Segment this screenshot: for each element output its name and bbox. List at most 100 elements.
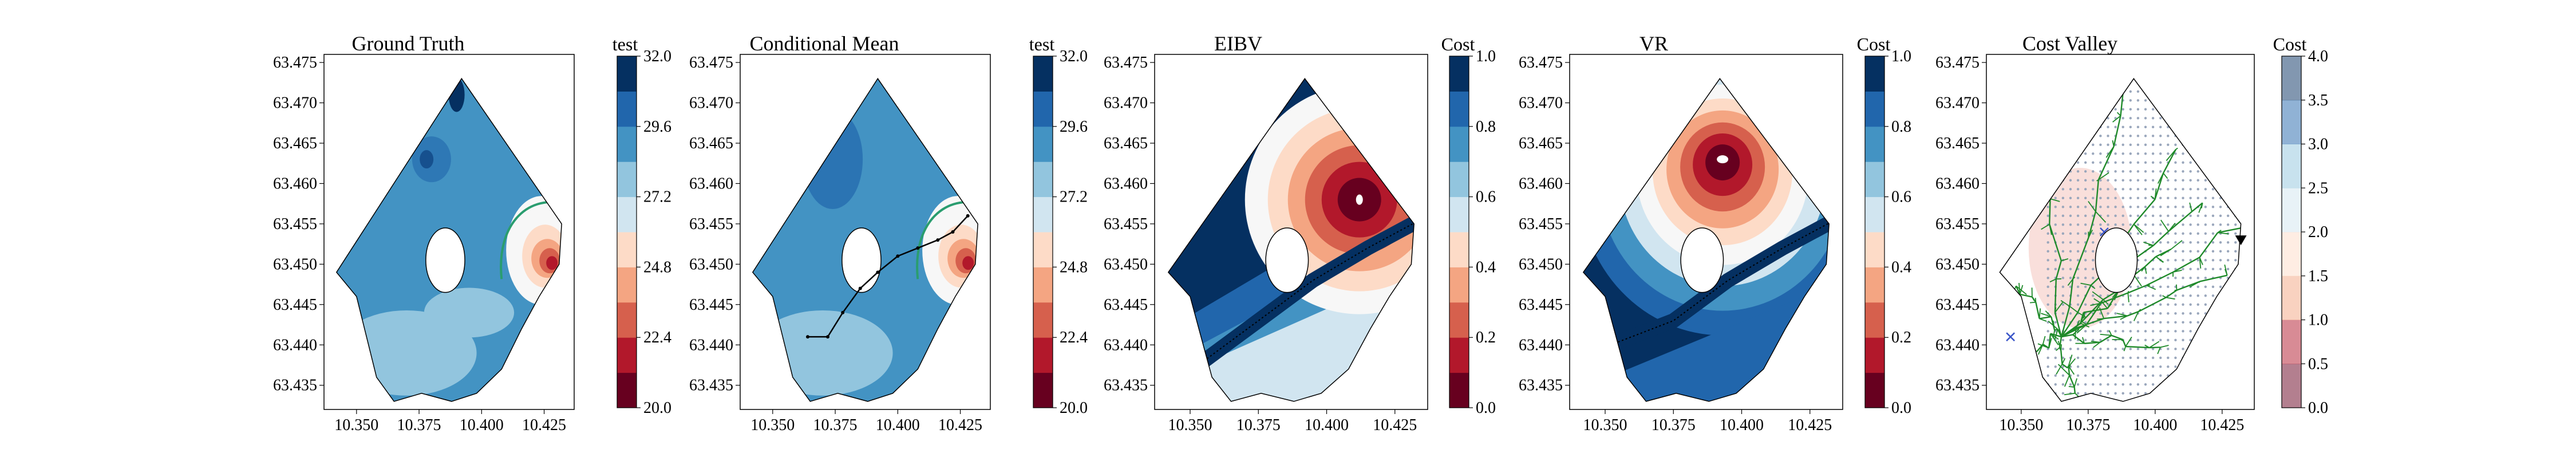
grid-point [2189, 383, 2191, 385]
grid-point [2227, 179, 2229, 182]
grid-point [2129, 304, 2132, 306]
colorbar-tick-label: 1.0 [2308, 312, 2328, 329]
grid-point [2084, 215, 2087, 217]
grid-point [2144, 144, 2147, 146]
y-tick-label: 63.440 [273, 336, 317, 354]
grid-point [2234, 233, 2237, 235]
grid-point [2046, 188, 2049, 190]
grid-point [2055, 135, 2057, 137]
grid-point [2084, 117, 2087, 119]
grid-point [2069, 126, 2072, 128]
grid-point [2197, 215, 2199, 217]
grid-point [2182, 375, 2184, 377]
grid-point [2077, 294, 2079, 297]
grid-point [2189, 99, 2191, 101]
grid-point [2107, 348, 2109, 350]
grid-point [2189, 294, 2191, 297]
grid-point [2144, 223, 2147, 226]
grid-point [2062, 339, 2064, 341]
grid-point [2077, 126, 2079, 128]
tree-edge [2046, 191, 2050, 199]
grid-point [2212, 259, 2214, 261]
grid-point [2129, 215, 2132, 217]
grid-point [2174, 365, 2176, 368]
colorbar-segment [1033, 91, 1053, 127]
grid-point [2182, 99, 2184, 101]
grid-point [2174, 312, 2176, 314]
grid-point [2077, 161, 2079, 164]
grid-point [2046, 161, 2049, 164]
grid-point [2062, 90, 2064, 93]
grid-point [2182, 365, 2184, 368]
colorbar-tick-label: 27.2 [1060, 188, 1088, 206]
tree-edge [2022, 349, 2023, 359]
grid-point [2099, 108, 2101, 111]
grid-point [2144, 277, 2147, 279]
grid-point [2204, 277, 2207, 279]
field-layer [1155, 54, 1474, 409]
grid-point [2137, 179, 2139, 182]
grid-point [2077, 357, 2079, 359]
grid-point [2046, 339, 2049, 341]
grid-point [2197, 135, 2199, 137]
colorbar-tick-label: 0.8 [1891, 118, 1911, 136]
grid-point [2144, 126, 2147, 128]
grid-point [2062, 392, 2064, 395]
colorbar-segment [1449, 337, 1469, 373]
grid-point [2069, 117, 2072, 119]
grid-point [2212, 197, 2214, 199]
grid-point [2046, 90, 2049, 93]
grid-point [2212, 383, 2214, 385]
grid-point [2204, 294, 2207, 297]
grid-point [2084, 90, 2087, 93]
grid-point [2144, 312, 2147, 314]
grid-point [2227, 321, 2229, 324]
grid-point [2189, 321, 2191, 324]
x-tick-label: 10.375 [813, 416, 858, 434]
grid-point [2084, 223, 2087, 226]
grid-point [2204, 286, 2207, 288]
sampling-point [951, 230, 954, 234]
grid-point [2121, 348, 2124, 350]
grid-point [2077, 392, 2079, 395]
grid-point [2189, 188, 2191, 190]
grid-point [2129, 126, 2132, 128]
grid-point [2219, 179, 2222, 182]
grid-point [2129, 197, 2132, 199]
grid-point [2084, 286, 2087, 288]
grid-point [2069, 161, 2072, 164]
grid-point [2092, 179, 2094, 182]
grid-point [2084, 108, 2087, 111]
grid-point [2144, 206, 2147, 208]
grid-point [2069, 383, 2072, 385]
grid-point [2234, 126, 2237, 128]
grid-point [2114, 312, 2116, 314]
grid-point [2137, 383, 2139, 385]
grid-point [2167, 339, 2169, 341]
grid-point [2055, 259, 2057, 261]
grid-point [2069, 206, 2072, 208]
grid-point [2182, 108, 2184, 111]
grid-point [2197, 294, 2199, 297]
grid-point [2167, 197, 2169, 199]
grid-point [2144, 294, 2147, 297]
y-tick-label: 63.435 [1935, 377, 1980, 395]
grid-point [2182, 241, 2184, 243]
grid-point [2234, 223, 2237, 226]
grid-point [2077, 383, 2079, 385]
grid-point [2219, 241, 2222, 243]
grid-point [2174, 206, 2176, 208]
grid-point [2159, 126, 2162, 128]
colorbar-segment [1449, 302, 1469, 338]
grid-point [2174, 197, 2176, 199]
grid-point [2121, 206, 2124, 208]
grid-point [2227, 144, 2229, 146]
grid-point [2129, 135, 2132, 137]
grid-point [2046, 233, 2049, 235]
grid-point [2069, 152, 2072, 155]
grid-point [2152, 233, 2154, 235]
grid-point [2167, 304, 2169, 306]
grid-point [2121, 188, 2124, 190]
